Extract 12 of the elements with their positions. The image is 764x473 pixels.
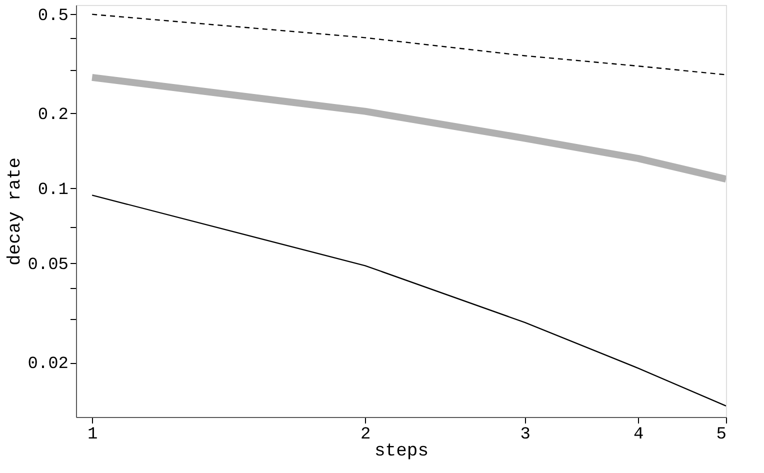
x-tick-label: 2 — [360, 426, 371, 444]
x-tick-label: 5 — [716, 426, 726, 444]
y-axis-title: decay rate — [6, 157, 26, 266]
y-tick-label: 0.5 — [38, 6, 68, 26]
y-tick-label: 0.02 — [28, 355, 68, 374]
y-tick-label: 0.2 — [38, 106, 68, 125]
y-tick-label: 0.1 — [38, 180, 68, 200]
x-tick-label: 4 — [634, 426, 644, 444]
x-tick-label: 3 — [520, 426, 530, 444]
y-tick-label: 0.05 — [28, 256, 68, 275]
x-axis-title: steps — [374, 442, 429, 462]
x-tick-label: 1 — [87, 426, 98, 444]
